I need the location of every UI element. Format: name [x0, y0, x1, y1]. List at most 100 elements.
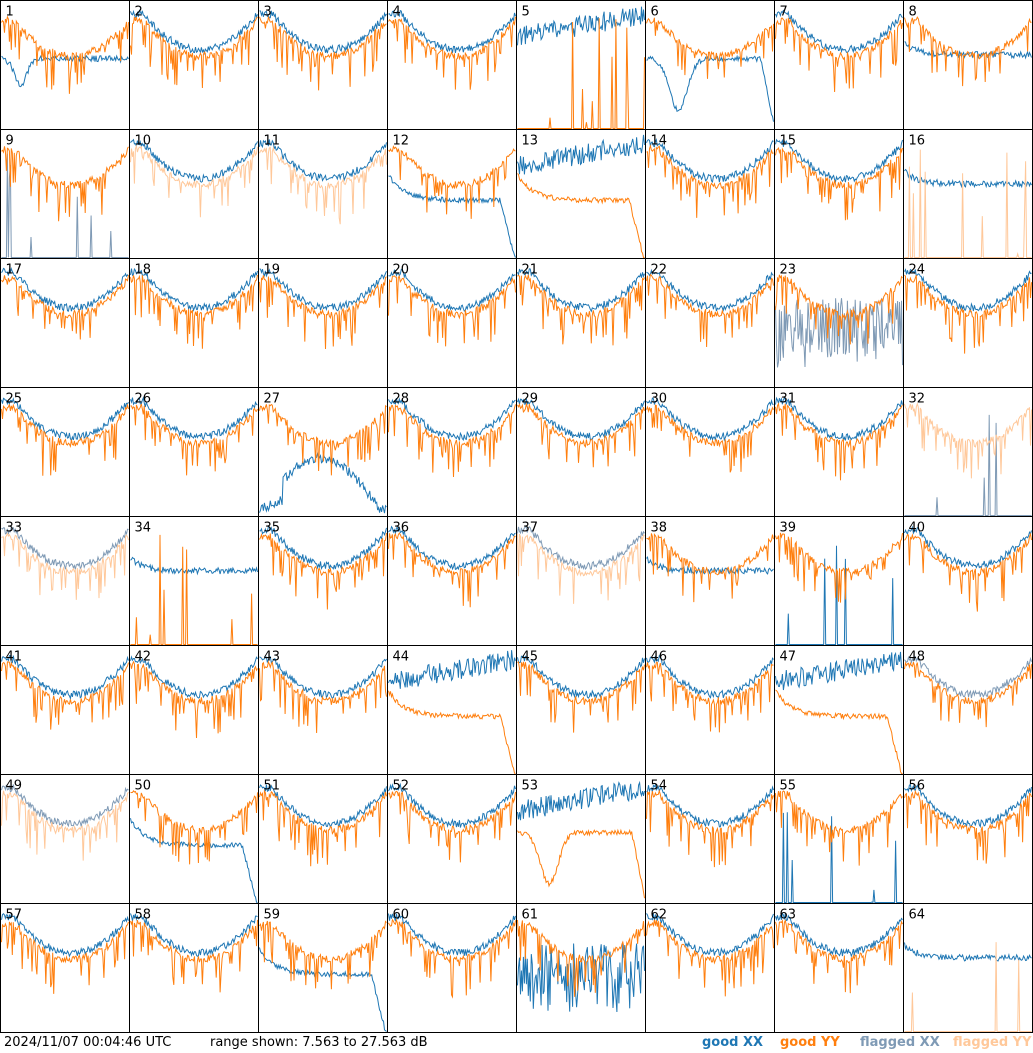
panel-17: 17 [0, 258, 130, 388]
panel-label: 35 [264, 521, 281, 536]
series-xx [388, 268, 516, 312]
panel-frame [774, 0, 904, 130]
series-yy [130, 403, 258, 476]
panel-51: 51 [258, 774, 388, 904]
panel-label: 27 [264, 392, 281, 407]
series-xx [1, 153, 129, 258]
panel-43: 43 [258, 645, 388, 775]
series-yy [775, 689, 903, 774]
series-xx [517, 943, 645, 1013]
series-xx [904, 414, 1032, 516]
series-yy [259, 532, 387, 610]
series-xx [130, 267, 258, 312]
panel-label: 34 [135, 521, 152, 536]
series-xx [646, 397, 774, 442]
series-xx [388, 525, 516, 571]
panel-18: 18 [129, 258, 259, 388]
panel-label: 36 [393, 521, 410, 536]
series-yy [130, 790, 258, 865]
series-yy [130, 919, 258, 993]
panel-label: 56 [909, 779, 926, 794]
panel-label: 13 [522, 134, 539, 149]
series-yy [1, 403, 129, 476]
panel-frame [903, 387, 1033, 517]
panel-label: 61 [522, 908, 539, 923]
panel-frame [258, 0, 388, 130]
series-xx [130, 913, 258, 958]
panel-frame [903, 903, 1033, 1033]
series-xx [259, 947, 387, 1032]
panel-label: 54 [651, 779, 668, 794]
panel-47: 47 [774, 645, 904, 775]
panel-frame [129, 387, 259, 517]
panel-frame [0, 774, 130, 904]
panel-1: 1 [0, 0, 130, 130]
panel-63: 63 [774, 903, 904, 1033]
series-yy [517, 18, 645, 129]
series-yy [130, 144, 258, 218]
panel-41: 41 [0, 645, 130, 775]
panel-label: 52 [393, 779, 410, 794]
panel-frame [258, 258, 388, 388]
series-xx [388, 913, 516, 956]
panel-label: 29 [522, 392, 539, 407]
series-yy [388, 145, 516, 219]
series-yy [904, 789, 1032, 864]
panel-label: 64 [909, 908, 926, 923]
panel-24: 24 [903, 258, 1033, 388]
series-yy [517, 919, 645, 997]
panel-frame [774, 774, 904, 904]
panel-label: 46 [651, 650, 668, 665]
panel-21: 21 [516, 258, 646, 388]
series-xx [130, 818, 258, 903]
panel-label: 50 [135, 779, 152, 794]
series-yy [517, 402, 645, 468]
panel-frame [903, 774, 1033, 904]
series-yy [130, 660, 258, 739]
series-yy [775, 532, 903, 603]
series-yy [1, 661, 129, 730]
series-xx [388, 9, 516, 53]
series-xx [259, 784, 387, 829]
series-xx [775, 545, 903, 645]
series-xx [259, 526, 387, 570]
series-yy [1, 15, 129, 94]
panel-35: 35 [258, 516, 388, 646]
series-yy [904, 16, 1032, 87]
panel-frame [387, 129, 517, 259]
series-xx [517, 397, 645, 442]
legend-flagged-xx: flagged XX [860, 1035, 940, 1050]
series-yy [904, 661, 1032, 728]
series-yy [259, 15, 387, 91]
panel-label: 33 [6, 521, 23, 536]
series-yy [130, 534, 258, 645]
panel-22: 22 [645, 258, 775, 388]
panel-frame [129, 774, 259, 904]
series-xx [259, 139, 387, 182]
panel-frame [774, 645, 904, 775]
panel-label: 48 [909, 650, 926, 665]
panel-label: 38 [651, 521, 668, 536]
panel-62: 62 [645, 903, 775, 1033]
panel-4: 4 [387, 0, 517, 130]
panel-label: 20 [393, 263, 410, 278]
panel-14: 14 [645, 129, 775, 259]
panel-frame [0, 645, 130, 775]
panel-40: 40 [903, 516, 1033, 646]
series-xx [775, 396, 903, 443]
panel-frame [0, 387, 130, 517]
panel-frame [258, 516, 388, 646]
series-yy [259, 146, 387, 225]
series-yy [130, 274, 258, 349]
panel-13: 13 [516, 129, 646, 259]
panel-55: 55 [774, 774, 904, 904]
panel-32: 32 [903, 387, 1033, 517]
panel-9: 9 [0, 129, 130, 259]
series-yy [388, 16, 516, 90]
series-xx [517, 525, 645, 571]
panel-8: 8 [903, 0, 1033, 130]
panel-label: 63 [780, 908, 797, 923]
series-xx [775, 651, 903, 691]
panel-label: 45 [522, 650, 539, 665]
panel-label: 62 [651, 908, 668, 923]
